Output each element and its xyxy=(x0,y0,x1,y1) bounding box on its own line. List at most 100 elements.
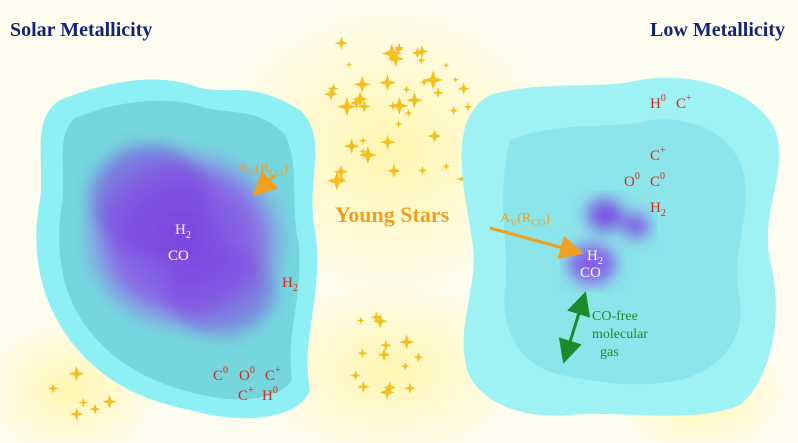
star xyxy=(423,70,443,90)
subscript: 2 xyxy=(661,208,666,219)
subscript: CO xyxy=(269,168,283,179)
co-free-arrow xyxy=(558,291,591,364)
star xyxy=(432,87,444,99)
symbol: A xyxy=(238,161,249,176)
star xyxy=(406,91,423,109)
species-label: C+ xyxy=(676,93,692,112)
star xyxy=(323,86,339,102)
superscript: + xyxy=(686,93,692,104)
subscript: 2 xyxy=(186,230,191,241)
symbol: H xyxy=(587,248,598,264)
symbol: O xyxy=(239,368,250,384)
star xyxy=(337,96,357,117)
star xyxy=(400,361,410,371)
core-label: CO xyxy=(168,248,189,264)
symbol: ) xyxy=(545,211,550,226)
star xyxy=(463,102,473,112)
subscript: V xyxy=(510,218,518,229)
young-stars-label: Young Stars xyxy=(335,202,450,227)
star xyxy=(419,77,429,87)
right-cloud-inner xyxy=(503,119,746,385)
star xyxy=(356,316,365,325)
star xyxy=(394,120,403,128)
symbol: H xyxy=(262,388,273,404)
superscript: 0 xyxy=(250,365,255,376)
star xyxy=(415,45,429,58)
star xyxy=(343,138,360,154)
star xyxy=(352,91,368,107)
symbol: (R xyxy=(517,211,532,226)
superscript: 0 xyxy=(635,171,640,182)
star xyxy=(413,352,424,363)
star xyxy=(377,348,391,362)
left-core xyxy=(80,145,290,335)
star xyxy=(349,96,364,110)
symbol: A xyxy=(500,211,511,226)
star xyxy=(47,383,59,394)
star xyxy=(404,108,413,118)
star xyxy=(380,339,392,351)
star xyxy=(383,381,397,394)
symbol: ) xyxy=(283,161,288,176)
symbol: O xyxy=(624,174,635,190)
star xyxy=(416,55,426,65)
star xyxy=(102,394,117,409)
star xyxy=(68,365,85,382)
av-label: AV(RCO) xyxy=(500,211,550,229)
stars xyxy=(47,36,724,421)
star xyxy=(70,407,84,421)
symbol: C xyxy=(265,368,275,384)
star xyxy=(402,85,411,94)
co-free-label: gas xyxy=(600,345,619,360)
star xyxy=(357,380,370,394)
star xyxy=(399,334,415,350)
symbol: C xyxy=(650,174,660,190)
species-label: H2 xyxy=(650,200,666,219)
star xyxy=(379,384,395,400)
star xyxy=(380,134,396,150)
superscript: 0 xyxy=(660,171,665,182)
star xyxy=(327,171,347,191)
symbol: (R xyxy=(255,161,270,176)
species-label: O0 xyxy=(239,365,255,384)
superscript: 0 xyxy=(273,385,278,396)
symbol: H xyxy=(282,275,293,291)
species-label: C+ xyxy=(265,365,281,384)
star xyxy=(417,165,428,175)
species-label: H2 xyxy=(282,275,298,294)
star xyxy=(392,44,404,56)
star xyxy=(357,99,371,113)
species-label: C+ xyxy=(238,385,254,404)
title-left: Solar Metallicity xyxy=(10,19,152,41)
star xyxy=(427,129,442,143)
core-label: CO xyxy=(580,265,601,281)
species-label: C+ xyxy=(650,145,666,164)
av-label: AV(RCO) xyxy=(238,161,288,179)
superscript: + xyxy=(248,385,254,396)
star xyxy=(359,147,368,156)
symbol: C xyxy=(213,368,223,384)
star xyxy=(452,76,459,83)
star xyxy=(386,163,401,178)
star xyxy=(388,101,398,111)
species-label: C0 xyxy=(213,365,228,384)
av-arrow-left xyxy=(252,170,279,197)
species-label: H0 xyxy=(650,93,666,112)
star xyxy=(357,348,368,359)
species-label: O0 xyxy=(624,171,640,190)
star xyxy=(336,174,346,184)
star xyxy=(78,397,89,408)
star xyxy=(358,146,377,164)
star xyxy=(449,106,459,116)
star xyxy=(411,47,424,59)
subscript: 2 xyxy=(293,283,298,294)
star xyxy=(353,75,371,93)
symbol: C xyxy=(238,388,248,404)
star xyxy=(346,61,353,68)
superscript: + xyxy=(275,365,281,376)
star xyxy=(404,382,416,394)
star xyxy=(387,50,405,68)
star xyxy=(457,82,470,95)
subscript: CO xyxy=(531,218,545,229)
